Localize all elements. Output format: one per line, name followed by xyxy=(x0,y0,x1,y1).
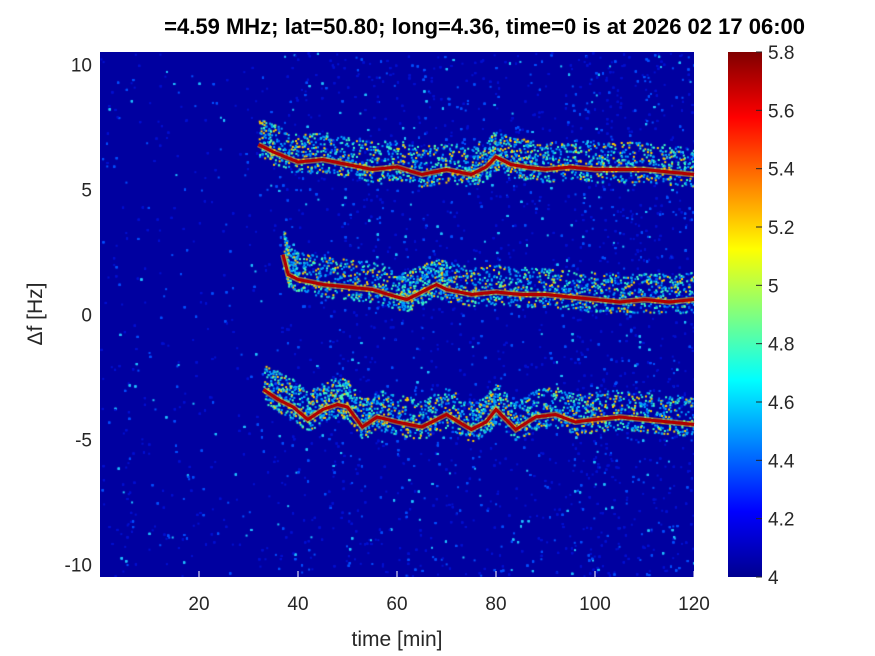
colorbar-tick-label: 5.8 xyxy=(768,43,794,64)
x-axis: 20 40 60 80 100 120 xyxy=(188,571,710,615)
traces-layer xyxy=(257,141,695,434)
y-axis: 10 5 0 -5 -10 xyxy=(65,56,92,577)
colorbar-tick-label: 4 xyxy=(768,568,779,589)
colorbar-tick-label: 5 xyxy=(768,276,779,297)
colorbar-tick-label: 4.8 xyxy=(768,335,794,356)
y-tick-label: -5 xyxy=(75,431,92,452)
y-tick-label: 10 xyxy=(71,56,92,77)
y-tick-label: 0 xyxy=(81,306,92,327)
x-tick-label: 40 xyxy=(287,594,308,615)
trace-line-0 xyxy=(257,143,695,177)
chart-title: =4.59 MHz; lat=50.80; long=4.36, time=0 … xyxy=(164,14,805,39)
x-tick-label: 120 xyxy=(678,594,710,615)
x-tick-label: 80 xyxy=(485,594,506,615)
trace-line-2 xyxy=(262,388,695,432)
trace-halo-2 xyxy=(261,387,695,434)
y-tick-label: 5 xyxy=(81,181,92,202)
colorbar xyxy=(728,52,762,577)
colorbar-tick-label: 4.2 xyxy=(768,510,794,531)
colorbar-tick-label: 5.6 xyxy=(768,101,794,122)
colorbar-ticks: 4 4.2 4.4 4.6 4.8 5 5.2 5.4 5.6 5.8 xyxy=(756,43,795,589)
trace-line-1 xyxy=(281,254,695,304)
colorbar-tick-label: 4.4 xyxy=(768,451,795,472)
y-tick-label: -10 xyxy=(65,556,92,577)
colorbar-tick-label: 4.6 xyxy=(768,393,794,414)
y-axis-label: Δf [Hz] xyxy=(24,282,47,345)
x-tick-label: 20 xyxy=(188,594,209,615)
trace-halo-1 xyxy=(280,253,695,306)
spectrogram-noise xyxy=(100,52,694,577)
colorbar-tick-label: 5.4 xyxy=(768,160,795,181)
colorbar-tick-label: 5.2 xyxy=(768,218,794,239)
x-tick-label: 100 xyxy=(579,594,611,615)
x-tick-label: 60 xyxy=(386,594,407,615)
x-axis-label: time [min] xyxy=(351,628,442,651)
